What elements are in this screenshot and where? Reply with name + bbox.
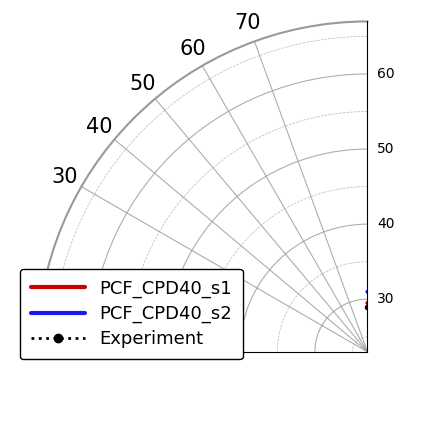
PCF_CPD40_s1: [390, 304, 395, 309]
PCF_CPD40_s1: [386, 302, 391, 308]
PCF_CPD40_s2: [396, 294, 401, 299]
PCF_CPD40_s1: [405, 320, 410, 326]
PCF_CPD40_s2: [375, 289, 380, 294]
Line: PCF_CPD40_s2: PCF_CPD40_s2: [367, 292, 434, 319]
PCF_CPD40_s2: [391, 292, 396, 297]
PCF_CPD40_s1: [381, 301, 387, 306]
PCF_CPD40_s2: [405, 300, 410, 305]
PCF_CPD40_s1: [368, 301, 373, 306]
PCF_CPD40_s1: [407, 322, 412, 327]
PCF_CPD40_s1: [401, 313, 406, 318]
PCF_CPD40_s1: [421, 321, 427, 326]
PCF_CPD40_s2: [421, 317, 426, 322]
PCF_CPD40_s2: [411, 309, 417, 314]
PCF_CPD40_s2: [369, 290, 375, 295]
PCF_CPD40_s1: [372, 300, 378, 305]
PCF_CPD40_s2: [408, 305, 414, 310]
PCF_CPD40_s2: [425, 317, 431, 322]
PCF_CPD40_s2: [417, 316, 422, 321]
Line: PCF_CPD40_s1: PCF_CPD40_s1: [367, 303, 434, 325]
Legend: PCF_CPD40_s1, PCF_CPD40_s2, Experiment: PCF_CPD40_s1, PCF_CPD40_s2, Experiment: [20, 269, 242, 359]
PCF_CPD40_s2: [431, 316, 434, 321]
PCF_CPD40_s1: [377, 301, 382, 306]
PCF_CPD40_s1: [429, 320, 434, 325]
PCF_CPD40_s1: [416, 322, 421, 327]
PCF_CPD40_s1: [398, 309, 403, 314]
PCF_CPD40_s2: [401, 297, 406, 302]
PCF_CPD40_s2: [414, 314, 420, 319]
PCF_CPD40_s2: [380, 290, 385, 295]
PCF_CPD40_s1: [403, 317, 408, 322]
PCF_CPD40_s2: [364, 289, 369, 294]
PCF_CPD40_s1: [411, 322, 416, 327]
PCF_CPD40_s1: [394, 306, 399, 311]
PCF_CPD40_s1: [364, 300, 369, 305]
PCF_CPD40_s2: [385, 291, 391, 296]
